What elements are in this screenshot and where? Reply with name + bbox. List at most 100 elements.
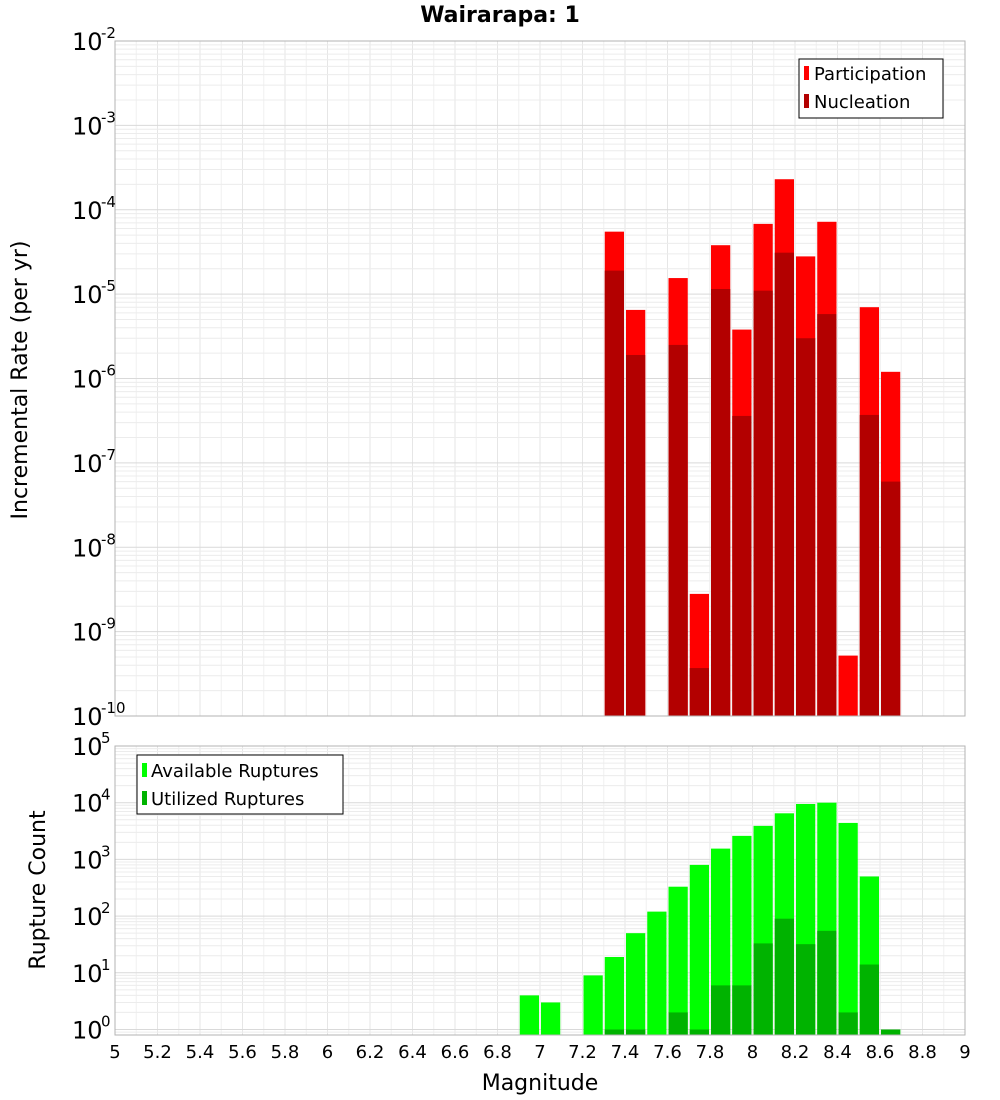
x-tick-label: 7.4	[611, 1042, 640, 1063]
frame-layer	[114, 40, 966, 1036]
top-legend: Participation Nucleation	[798, 58, 944, 119]
bar-nucleation	[711, 289, 731, 716]
bar-utilized-ruptures	[817, 930, 837, 1035]
x-axis-title: Magnitude	[482, 1071, 599, 1096]
x-tick-label: 8.2	[781, 1042, 810, 1063]
bar-available-ruptures	[626, 933, 646, 1035]
x-tick-label: 5.4	[186, 1042, 215, 1063]
x-tick-label: 6.4	[398, 1042, 427, 1063]
legend-label-available-ruptures: Available Ruptures	[151, 761, 319, 782]
plot-frame	[114, 745, 966, 1036]
x-tick-label: 7.8	[696, 1042, 725, 1063]
y-tick-exponent: 2	[101, 899, 111, 917]
x-tick-label: 5.8	[271, 1042, 300, 1063]
y-tick-exponent: -5	[101, 277, 116, 295]
y-tick-exponent: -6	[101, 362, 116, 380]
bar-utilized-ruptures	[711, 985, 731, 1035]
bar-nucleation	[732, 415, 752, 716]
y-tick-label: 10	[72, 534, 103, 562]
y-tick-exponent: -3	[101, 108, 116, 126]
bottom-legend: Available Ruptures Utilized Ruptures	[136, 754, 344, 815]
legend-label-utilized-ruptures: Utilized Ruptures	[151, 789, 304, 810]
bar-participation	[838, 655, 858, 716]
y-tick-label: 10	[72, 1017, 103, 1045]
bar-utilized-ruptures	[774, 918, 794, 1035]
legend-swatch-utilized-ruptures	[142, 791, 147, 805]
y-tick-exponent: -4	[101, 193, 116, 211]
y-tick-label: 10	[72, 846, 103, 874]
bar-available-ruptures	[519, 995, 539, 1035]
x-tick-label: 5	[109, 1042, 120, 1063]
bar-nucleation	[668, 344, 688, 716]
legend-label-nucleation: Nucleation	[814, 92, 910, 113]
bar-utilized-ruptures	[604, 1029, 624, 1035]
bar-utilized-ruptures	[838, 1012, 858, 1035]
x-tick-label: 6.8	[483, 1042, 512, 1063]
bar-utilized-ruptures	[881, 1029, 901, 1035]
y-tick-label: 10	[72, 112, 103, 140]
legend-swatch-nucleation	[804, 94, 809, 108]
y-tick-label: 10	[72, 790, 103, 818]
bar-available-ruptures	[668, 886, 688, 1035]
bar-utilized-ruptures	[796, 944, 816, 1035]
ticks-layer: 10-1010-910-810-710-610-510-410-310-2100…	[72, 24, 971, 1063]
y-tick-exponent: 5	[101, 729, 111, 747]
y-tick-exponent: 1	[101, 956, 111, 974]
bar-nucleation	[817, 314, 837, 716]
bar-utilized-ruptures	[732, 985, 752, 1035]
bar-available-ruptures	[604, 956, 624, 1035]
y-tick-exponent: 4	[101, 786, 111, 804]
bar-nucleation	[753, 290, 773, 716]
y-tick-exponent: -9	[101, 615, 116, 633]
y-tick-label: 10	[72, 366, 103, 394]
bar-available-ruptures	[838, 822, 858, 1035]
bar-available-ruptures	[583, 975, 603, 1035]
y-tick-label: 10	[72, 619, 103, 647]
y-tick-label: 10	[72, 281, 103, 309]
bar-nucleation	[859, 414, 879, 716]
legend-label-participation: Participation	[814, 64, 926, 85]
bars-layer	[519, 179, 901, 1035]
y-tick-label: 10	[72, 903, 103, 931]
bar-utilized-ruptures	[859, 964, 879, 1035]
x-tick-label: 8.8	[908, 1042, 937, 1063]
x-tick-label: 8	[747, 1042, 758, 1063]
grid-layer	[114, 40, 966, 1036]
bar-nucleation	[604, 270, 624, 716]
x-tick-label: 8.6	[866, 1042, 895, 1063]
bar-nucleation	[689, 668, 709, 716]
x-tick-label: 9	[959, 1042, 970, 1063]
y-tick-exponent: 3	[101, 842, 111, 860]
y-tick-label: 10	[72, 733, 103, 761]
bar-utilized-ruptures	[626, 1029, 646, 1035]
y-tick-label: 10	[72, 28, 103, 56]
chart-title: Wairarapa: 1	[420, 3, 580, 28]
bar-available-ruptures	[732, 835, 752, 1035]
x-tick-label: 5.2	[143, 1042, 172, 1063]
y-tick-label: 10	[72, 197, 103, 225]
bar-nucleation	[881, 481, 901, 716]
y-tick-exponent: 0	[101, 1013, 111, 1031]
bar-nucleation	[796, 338, 816, 716]
legend-swatch-participation	[804, 66, 809, 80]
bar-available-ruptures	[647, 911, 667, 1035]
y-tick-label: 10	[72, 450, 103, 478]
y-tick-label: 10	[72, 960, 103, 988]
bar-nucleation	[774, 252, 794, 716]
x-tick-label: 6.2	[356, 1042, 385, 1063]
x-tick-label: 7	[534, 1042, 545, 1063]
y-tick-label: 10	[72, 703, 103, 731]
bar-utilized-ruptures	[689, 1029, 709, 1035]
bar-utilized-ruptures	[753, 943, 773, 1035]
bar-nucleation	[626, 354, 646, 716]
x-tick-label: 6.6	[441, 1042, 470, 1063]
bar-utilized-ruptures	[668, 1012, 688, 1035]
bar-available-ruptures	[689, 864, 709, 1035]
top-y-axis-title: Incremental Rate (per yr)	[8, 241, 33, 520]
y-tick-exponent: -10	[101, 699, 126, 717]
plot-frame	[114, 40, 966, 717]
x-tick-label: 8.4	[823, 1042, 852, 1063]
top-legend-box	[798, 58, 944, 119]
legend-swatch-available-ruptures	[142, 763, 147, 777]
